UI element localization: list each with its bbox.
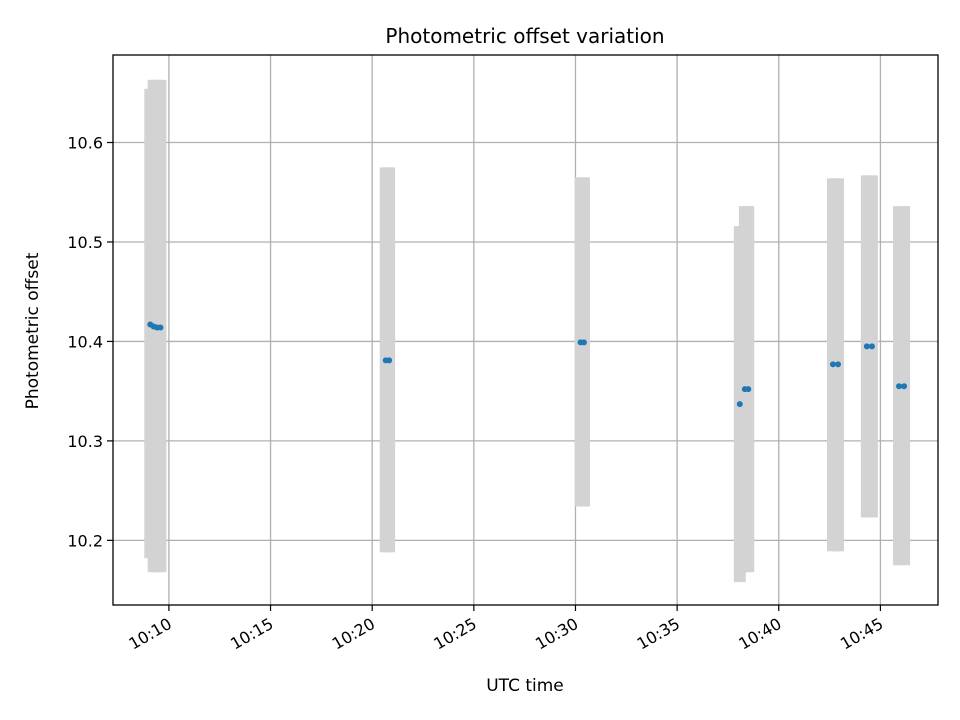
data-point <box>580 339 587 346</box>
y-axis-label: Photometric offset <box>23 252 43 409</box>
error-bands <box>144 79 911 583</box>
data-point <box>736 401 743 408</box>
y-tick-label: 10.6 <box>67 134 103 153</box>
chart-title: Photometric offset variation <box>385 24 664 48</box>
x-axis-label: UTC time <box>486 676 564 696</box>
data-point <box>901 383 908 390</box>
y-axis: 10.2 10.3 10.4 10.5 10.6 <box>67 134 113 550</box>
data-point <box>896 383 903 390</box>
data-point <box>386 357 393 364</box>
data-point <box>863 343 870 350</box>
data-point <box>745 386 752 393</box>
data-points <box>147 321 908 408</box>
y-tick-label: 10.2 <box>67 531 103 550</box>
y-tick-label: 10.5 <box>67 233 103 252</box>
plot-area-frame <box>112 54 939 606</box>
data-point <box>829 361 836 368</box>
data-point <box>157 324 164 331</box>
data-point <box>868 343 875 350</box>
data-point <box>835 361 842 368</box>
y-tick-label: 10.3 <box>67 432 103 451</box>
y-tick-label: 10.4 <box>67 332 103 351</box>
